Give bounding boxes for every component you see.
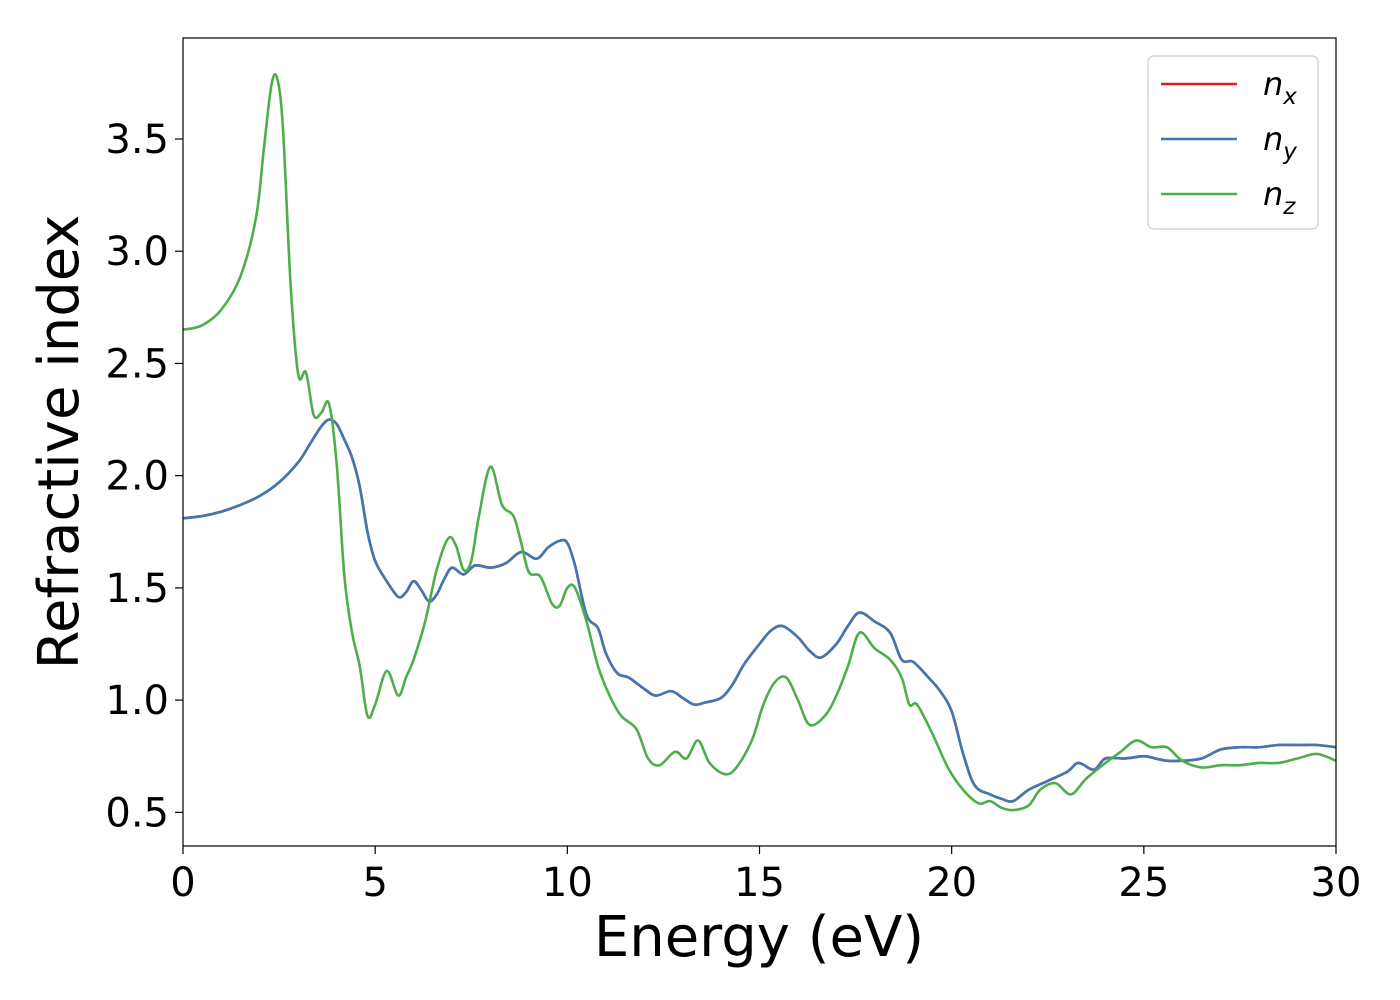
y-tick-label: 3.5	[105, 117, 169, 163]
legend: nx ny nz	[1147, 55, 1319, 230]
y-tick-label: 1.5	[105, 566, 169, 612]
x-axis: 0 5 10 15 20 25 30	[170, 846, 1361, 906]
legend-label: ny	[1263, 120, 1297, 165]
x-tick-label: 0	[170, 860, 195, 906]
series-layer	[183, 72, 1336, 812]
y-axis: 0.5 1.0 1.5 2.0 2.5 3.0 3.5	[105, 117, 183, 836]
x-tick-label: 5	[362, 860, 387, 906]
y-tick-label: 2.0	[105, 454, 169, 500]
y-tick-label: 3.0	[105, 229, 169, 275]
legend-label: nx	[1263, 65, 1297, 110]
y-tick-label: 1.0	[105, 678, 169, 724]
series-line-n-z	[183, 72, 1336, 812]
y-axis-title: Refractive index	[27, 215, 92, 670]
legend-box	[1147, 55, 1319, 230]
y-tick-label: 0.5	[105, 790, 169, 836]
series-line-n-y	[183, 418, 1336, 803]
x-tick-label: 20	[926, 860, 977, 906]
x-tick-label: 10	[542, 860, 593, 906]
x-tick-label: 25	[1118, 860, 1169, 906]
x-tick-label: 15	[734, 860, 785, 906]
legend-label: nz	[1263, 175, 1296, 220]
series-line-n-x	[183, 418, 1336, 803]
x-tick-label: 30	[1311, 860, 1362, 906]
x-axis-title: Energy (eV)	[594, 905, 924, 970]
y-tick-label: 2.5	[105, 341, 169, 387]
